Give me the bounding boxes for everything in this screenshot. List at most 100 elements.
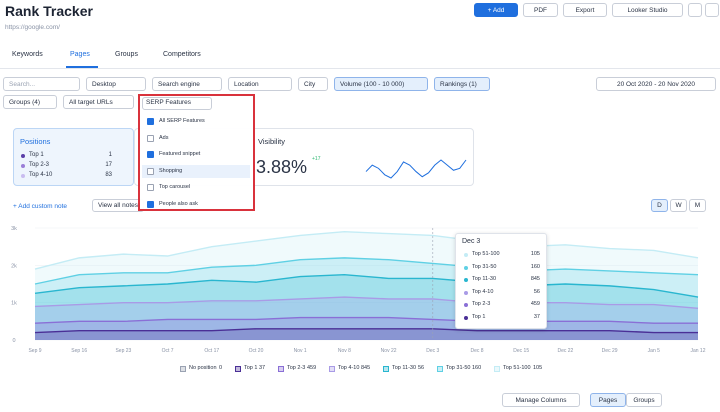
x-tick-label: Jan 5 <box>648 348 660 354</box>
header-button[interactable]: Looker Studio <box>612 3 683 17</box>
legend-label: Top 31-50 <box>446 365 471 371</box>
page-url: https://google.com/ <box>5 24 60 31</box>
tooltip-label: Top 2-3 <box>472 301 491 307</box>
filter[interactable]: Search engine <box>152 77 222 91</box>
visibility-change: +17 <box>312 156 321 162</box>
legend-swatch <box>235 366 241 372</box>
legend-value: 845 <box>361 365 371 371</box>
series-line <box>34 296 699 309</box>
position-label: Top 2-3 <box>29 162 50 168</box>
date-range[interactable]: 20 Oct 2020 - 20 Nov 2020 <box>596 77 716 91</box>
legend-dot <box>464 315 468 320</box>
legend-value: 37 <box>259 365 266 371</box>
tooltip-label: Top 31-50 <box>472 263 497 270</box>
legend-swatch <box>180 366 186 372</box>
tab[interactable]: Groups <box>115 51 138 58</box>
add-note-button[interactable]: + Add custom note <box>13 202 68 210</box>
filter[interactable]: Location <box>228 77 292 91</box>
series-line <box>34 328 698 334</box>
card-title: Visibility <box>258 137 285 146</box>
legend-value: 160 <box>472 365 482 371</box>
page-title: Rank Tracker <box>5 3 93 19</box>
positions-card <box>13 128 134 186</box>
x-tick-label: Oct 20 <box>249 348 264 354</box>
filter[interactable]: Volume (100 - 10 000) <box>334 77 428 91</box>
legend-dot <box>464 253 468 257</box>
tooltip-value: 56 <box>533 288 540 295</box>
series-area <box>35 328 698 340</box>
card-title: Positions <box>20 137 51 146</box>
serp-option[interactable]: Shopping <box>159 167 183 174</box>
serp-option[interactable]: Top carousel <box>159 184 191 190</box>
visibility-card <box>134 128 474 186</box>
manage-columns-button[interactable]: Manage Columns <box>502 393 580 407</box>
legend-dot <box>21 174 25 178</box>
period-button[interactable]: W <box>670 199 687 212</box>
tooltip-value: 845 <box>530 276 540 282</box>
x-tick-label: Dec 8 <box>470 348 483 354</box>
legend-label: Top 4-10 <box>338 365 360 371</box>
serp-option[interactable]: Featured snippet <box>159 151 201 157</box>
legend-value: 459 <box>307 365 317 371</box>
tooltip-value: 37 <box>533 313 540 320</box>
position-value: 83 <box>105 172 112 178</box>
position-value: 1 <box>108 152 112 158</box>
legend-label: No position <box>189 365 217 371</box>
legend-dot <box>464 290 468 295</box>
y-tick-label: 3k <box>11 226 17 232</box>
tab[interactable]: Keywords <box>12 51 43 58</box>
settings-button[interactable] <box>705 3 719 17</box>
tab[interactable]: Competitors <box>163 51 201 58</box>
sparkline <box>365 159 467 179</box>
legend-label: Top 1 <box>244 365 258 371</box>
position-label: Top 4-10 <box>29 172 53 178</box>
x-tick-label: Oct 17 <box>204 348 219 354</box>
filter[interactable]: Desktop <box>86 77 146 91</box>
tab-divider <box>0 68 720 69</box>
legend-value: 105 <box>533 365 543 371</box>
tooltip <box>455 233 547 329</box>
view-toggle[interactable]: Pages <box>590 393 626 407</box>
x-tick-label: Dec 3 <box>426 348 439 354</box>
checkbox[interactable] <box>147 200 154 208</box>
tooltip-label: Top 4-10 <box>472 288 494 295</box>
period-button[interactable]: D <box>651 199 668 212</box>
header-button[interactable]: + Add <box>474 3 518 17</box>
series-line <box>34 257 699 285</box>
y-tick-label: 2k <box>11 263 17 269</box>
legend-label: Top 51-100 <box>503 365 531 371</box>
serp-option[interactable]: All SERP Features <box>159 118 205 124</box>
checkbox[interactable] <box>147 151 154 158</box>
legend-swatch <box>278 366 284 372</box>
checkbox[interactable] <box>147 134 154 142</box>
serp-select-label: SERP Features <box>146 99 192 106</box>
filter[interactable]: Search... <box>3 77 80 91</box>
serp-option[interactable]: People also ask <box>159 200 198 207</box>
y-tick-label: 1k <box>11 301 17 307</box>
filter[interactable]: Rankings (1) <box>434 77 490 91</box>
filter[interactable]: Groups (4) <box>3 95 57 109</box>
checkbox[interactable] <box>147 184 154 191</box>
serp-dropdown <box>138 94 255 211</box>
filter[interactable]: All target URLs <box>63 95 134 109</box>
view-notes-button[interactable]: View all notes <box>92 199 144 212</box>
legend-dot <box>464 278 468 282</box>
tooltip-label: Top 1 <box>472 313 486 320</box>
visibility-value: 3.88% <box>256 157 308 177</box>
header-button[interactable]: PDF <box>523 3 558 17</box>
serp-select[interactable] <box>142 97 212 110</box>
filter[interactable]: City <box>298 77 328 91</box>
serp-option[interactable]: Ads <box>159 134 169 141</box>
header-button[interactable]: Export <box>563 3 607 17</box>
x-tick-label: Nov 22 <box>381 348 397 354</box>
tab[interactable]: Pages <box>70 51 90 58</box>
view-toggle[interactable]: Groups <box>626 393 662 407</box>
share-button[interactable] <box>688 3 702 17</box>
checkbox[interactable] <box>147 118 154 125</box>
checkbox[interactable] <box>147 167 154 175</box>
item-highlight <box>142 164 250 178</box>
position-value: 17 <box>105 162 112 168</box>
period-button[interactable]: M <box>689 199 706 212</box>
legend-swatch <box>494 366 500 372</box>
